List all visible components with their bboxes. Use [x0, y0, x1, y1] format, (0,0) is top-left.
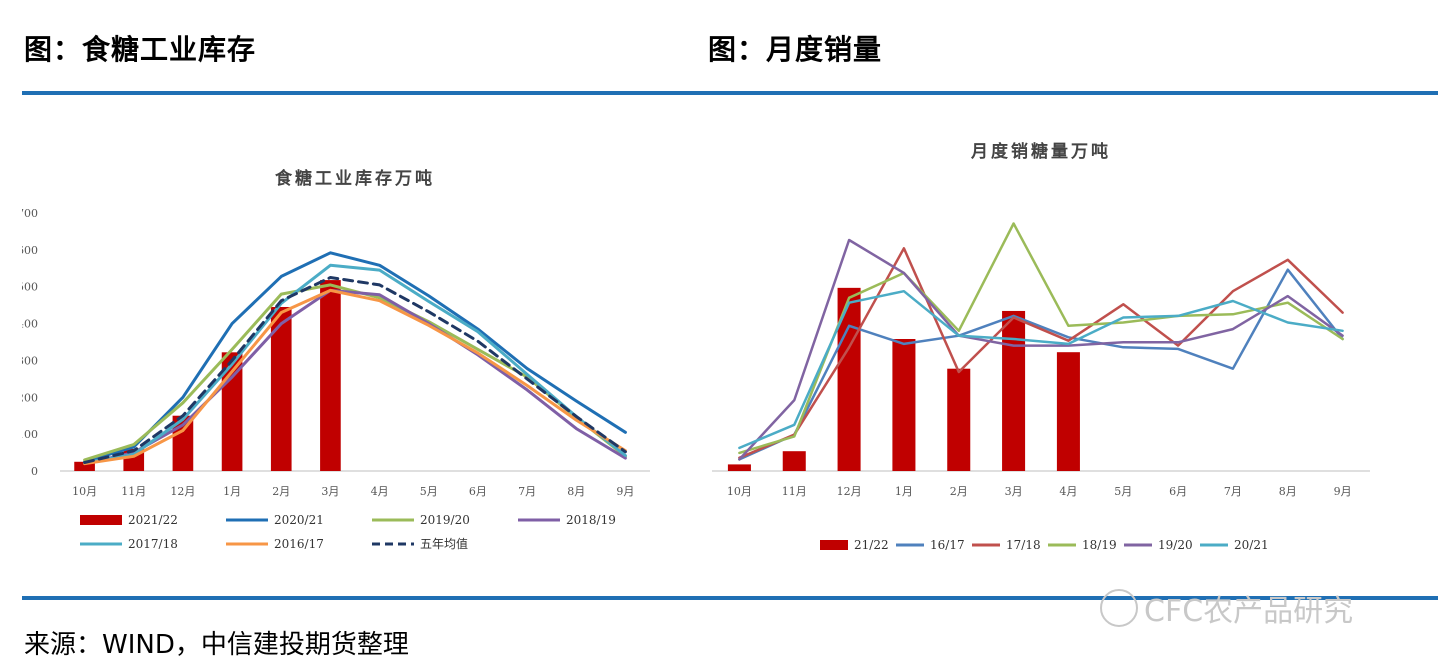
x-tick-label: 4月 — [1059, 485, 1077, 498]
x-tick-label: 6月 — [1169, 485, 1187, 498]
bar-2021/22 — [270, 306, 292, 471]
x-tick-label: 5月 — [420, 485, 438, 498]
top-divider — [22, 91, 1438, 95]
bar-21/22 — [947, 368, 971, 471]
chart-title: 月度销糖量万吨 — [970, 141, 1111, 162]
legend-label: 2021/22 — [128, 513, 178, 527]
legend-label: 21/22 — [854, 538, 889, 552]
bar-21/22 — [1002, 310, 1026, 471]
x-tick-label: 6月 — [469, 485, 487, 498]
y-tick-label: 500 — [22, 281, 38, 294]
legend-label: 2017/18 — [128, 537, 178, 551]
bar-21/22 — [837, 287, 861, 471]
legend-label: 2018/19 — [566, 513, 616, 527]
series-line-16/17 — [738, 268, 1344, 461]
legend-label: 2016/17 — [274, 537, 324, 551]
left-figure-title: 图：食糖工业库存 — [24, 33, 257, 66]
x-tick-label: 5月 — [1114, 485, 1132, 498]
legend-label: 19/20 — [1158, 538, 1193, 552]
watermark: CFC农产品研究 — [1100, 586, 1353, 630]
legend-label: 16/17 — [930, 538, 965, 552]
x-tick-label: 10月 — [727, 485, 752, 498]
series-line-19/20 — [738, 238, 1344, 461]
x-tick-label: 1月 — [895, 485, 913, 498]
series-line-2018/19 — [83, 288, 627, 466]
x-tick-label: 12月 — [837, 485, 862, 498]
x-tick-label: 11月 — [121, 485, 146, 498]
x-tick-label: 3月 — [321, 485, 339, 498]
legend-label: 20/21 — [1234, 538, 1269, 552]
legend-label: 18/19 — [1082, 538, 1117, 552]
bar-21/22 — [892, 339, 916, 471]
y-tick-label: 600 — [22, 244, 38, 257]
x-tick-label: 3月 — [1005, 485, 1023, 498]
series-line-17/18 — [738, 247, 1344, 460]
x-tick-label: 8月 — [1279, 485, 1297, 498]
x-tick-label: 1月 — [223, 485, 241, 498]
series-line-2020/21 — [83, 251, 627, 464]
x-tick-label: 7月 — [518, 485, 536, 498]
bar-2021/22 — [74, 461, 95, 471]
y-tick-label: 400 — [22, 318, 38, 331]
x-tick-label: 8月 — [567, 485, 585, 498]
bar-2021/22 — [172, 415, 194, 471]
bar-2021/22 — [320, 280, 341, 471]
legend-label: 17/18 — [1006, 538, 1041, 552]
series-line-2017/18 — [83, 263, 627, 465]
watermark-text: CFC农产品研究 — [1144, 594, 1354, 629]
x-tick-label: 7月 — [1224, 485, 1242, 498]
y-tick-label: 100 — [22, 428, 38, 441]
y-tick-label: 0 — [31, 465, 38, 478]
series-line-20/21 — [738, 289, 1344, 450]
x-tick-label: 4月 — [371, 485, 389, 498]
x-tick-label: 10月 — [72, 485, 97, 498]
legend-label: 2020/21 — [274, 513, 324, 527]
right-figure-title: 图：月度销量 — [708, 33, 883, 66]
bar-21/22 — [782, 451, 806, 471]
bar-21/22 — [1056, 352, 1080, 471]
x-tick-label: 9月 — [616, 485, 634, 498]
x-tick-label: 2月 — [950, 485, 968, 498]
y-tick-label: 700 — [22, 207, 38, 220]
x-tick-label: 2月 — [272, 485, 290, 498]
legend-swatch — [820, 540, 848, 550]
x-tick-label: 9月 — [1334, 485, 1352, 498]
y-tick-label: 200 — [22, 391, 38, 404]
source-note: 来源：WIND，中信建投期货整理 — [24, 630, 409, 660]
legend-swatch — [80, 515, 122, 525]
legend-label: 2019/20 — [420, 513, 470, 527]
wechat-icon — [1100, 589, 1138, 627]
chart-title: 食糖工业库存万吨 — [275, 168, 435, 189]
series-line-18/19 — [738, 222, 1344, 455]
inventory-chart: 食糖工业库存万吨 0 100 200 300 400 500 600 700 10月 11月 12月 1… — [22, 168, 650, 551]
y-tick-label: 300 — [22, 354, 38, 367]
bar-21/22 — [727, 464, 751, 471]
legend-label: 五年均值 — [420, 536, 468, 551]
x-tick-label: 11月 — [782, 485, 807, 498]
x-tick-label: 12月 — [170, 485, 195, 498]
monthly-sales-chart: 月度销糖量万吨02040608010012014016010月11月12月1月2… — [712, 141, 1370, 552]
bottom-divider — [22, 596, 1438, 600]
series-line-2016/17 — [83, 288, 627, 466]
